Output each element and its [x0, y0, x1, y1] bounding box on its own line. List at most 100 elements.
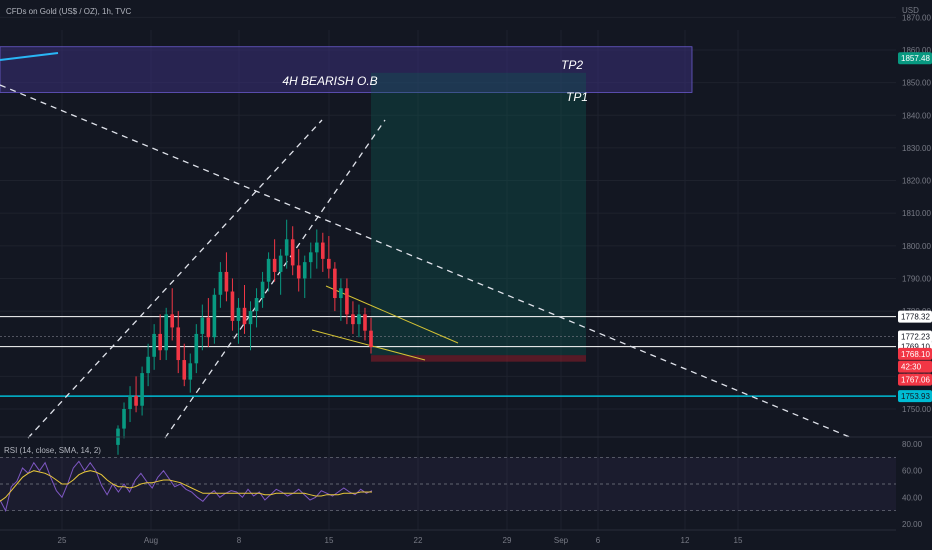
price-tag-label: 1778.32 — [901, 313, 930, 322]
candle-body — [345, 288, 349, 315]
candle-body — [236, 307, 241, 321]
time-tick-label: 15 — [734, 536, 743, 545]
chart-title: CFDs on Gold (US$ / OZ), 1h, TVC — [6, 7, 131, 16]
candle-body — [122, 409, 126, 429]
time-tick-label: Sep — [554, 536, 569, 545]
price-tick-label: 1840.00 — [902, 111, 931, 120]
rsi-guide-lines — [0, 456, 896, 512]
price-tick-label: 1860.00 — [902, 46, 931, 55]
candle-body — [164, 314, 168, 351]
price-tick-label: 1830.00 — [902, 144, 931, 153]
candle-body — [212, 294, 217, 338]
candle-body — [182, 360, 187, 380]
candle-body — [134, 395, 138, 406]
candle-body — [158, 333, 162, 351]
price-tick-label: 1870.00 — [902, 13, 931, 22]
price-tag-label: 1769.10 — [901, 343, 930, 352]
candle-body — [333, 268, 337, 299]
currency-label: USD — [902, 6, 919, 15]
stop-loss-zone[interactable] — [371, 355, 586, 362]
candle-body — [290, 239, 295, 266]
candle-body — [327, 258, 331, 269]
tp1-label: TP1 — [566, 90, 588, 104]
time-tick-label: 8 — [237, 536, 242, 545]
price-tag — [898, 330, 932, 343]
candlestick-series — [116, 219, 373, 455]
price-tag-label: 1753.93 — [901, 392, 930, 401]
candle-body — [248, 311, 253, 325]
price-tag — [898, 347, 932, 360]
price-tag-label: 1767.06 — [901, 376, 930, 385]
tp2-label: TP2 — [561, 58, 583, 72]
order-block-label: 4H BEARISH O.B — [282, 74, 377, 88]
price-tick-label: 1810.00 — [902, 209, 931, 218]
candle-body — [206, 317, 211, 338]
candle-body — [140, 373, 144, 406]
candle-body — [188, 363, 193, 380]
channel-line-right[interactable] — [164, 119, 386, 439]
candle-body — [218, 271, 223, 295]
horizontal-levels — [0, 316, 896, 397]
time-tick-label: 12 — [681, 536, 690, 545]
price-tag — [898, 360, 932, 373]
bearish-order-block-zone[interactable] — [0, 46, 693, 93]
rsi-line — [0, 460, 373, 513]
rsi-sma-line — [0, 470, 372, 502]
price-tick-label: 1850.00 — [902, 79, 931, 88]
price-tag — [898, 310, 932, 323]
candle-body — [254, 298, 259, 312]
price-tag — [898, 373, 932, 386]
rsi-tick-label: 40.00 — [902, 493, 923, 502]
price-tag-label: 1772.23 — [901, 332, 930, 341]
candle-body — [152, 333, 156, 357]
wedge-lower-line[interactable] — [311, 329, 426, 361]
time-axis[interactable]: 25 Aug 8 15 22 29 Sep 6 12 15 — [58, 536, 743, 545]
price-tick-label: 1790.00 — [902, 274, 931, 283]
candle-body — [266, 258, 271, 282]
price-tag — [898, 390, 932, 403]
rsi-tick-label: 20.00 — [902, 520, 923, 529]
rsi-tick-label: 80.00 — [902, 440, 923, 449]
candle-body — [224, 271, 229, 292]
candle-body — [272, 258, 277, 272]
time-tick-label: 29 — [503, 536, 512, 545]
candle-body — [369, 330, 373, 347]
price-tag — [898, 52, 932, 65]
price-tick-label: 1800.00 — [902, 242, 931, 251]
candle-body — [314, 242, 319, 253]
time-tick-label: 6 — [596, 536, 601, 545]
candle-body — [200, 317, 205, 334]
candle-body — [242, 307, 247, 325]
rsi-tick-label: 60.00 — [902, 467, 923, 476]
candle-body — [194, 333, 199, 364]
upper-left-cyan-line[interactable] — [0, 52, 59, 61]
candle-body — [176, 327, 181, 361]
candle-body — [296, 265, 301, 279]
price-tag-label: 42:30 — [901, 363, 922, 372]
time-tick-label: Aug — [144, 536, 158, 545]
candle-body — [339, 288, 343, 299]
candle-body — [260, 281, 265, 299]
rsi-indicator-label: RSI (14, close, SMA, 14, 2) — [4, 446, 101, 455]
candle-body — [146, 356, 150, 374]
rsi-axis: 80.00 60.00 40.00 20.00 — [902, 440, 923, 529]
candle-body — [170, 314, 175, 328]
price-tick-label: 1750.00 — [902, 405, 931, 414]
time-tick-label: 25 — [58, 536, 67, 545]
candle-body — [230, 291, 235, 321]
take-profit-zone[interactable] — [371, 72, 586, 356]
candle-body — [128, 395, 132, 409]
time-tick-label: 15 — [325, 536, 334, 545]
price-tag-label: 1768.10 — [901, 350, 930, 359]
candle-body — [284, 239, 289, 256]
candle-body — [278, 255, 283, 272]
time-tick-label: 22 — [414, 536, 423, 545]
candle-body — [321, 242, 325, 259]
candle-body — [363, 314, 367, 331]
price-tick-label: 1820.00 — [902, 177, 931, 186]
candle-body — [357, 314, 361, 325]
candle-body — [351, 314, 355, 325]
candle-body — [308, 252, 313, 263]
